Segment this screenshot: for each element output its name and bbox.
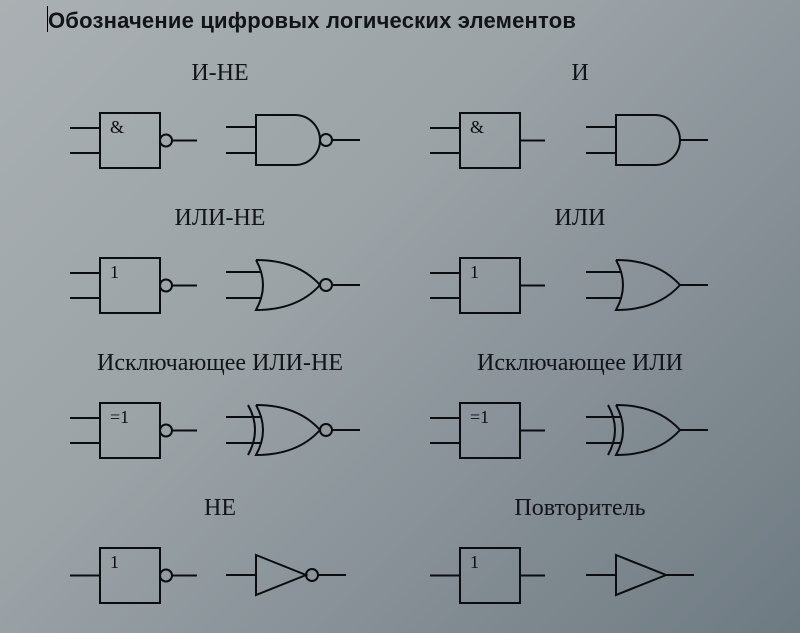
svg-text:1: 1: [470, 262, 479, 282]
svg-text:&: &: [110, 117, 124, 137]
iec-symbol: 1: [70, 548, 197, 603]
svg-text:1: 1: [470, 552, 479, 572]
iec-symbol: 1: [70, 258, 197, 313]
svg-text:=1: =1: [110, 407, 129, 427]
iec-symbol: 1: [430, 258, 545, 313]
gate-symbols: 1: [420, 528, 740, 618]
gate-symbols: &: [420, 93, 740, 183]
gate-label: Исключающее ИЛИ-НЕ: [97, 350, 343, 377]
gate-symbols: 1: [60, 528, 380, 618]
gate-nor: ИЛИ-НЕ 1: [48, 205, 392, 328]
gate-label: И-НЕ: [191, 60, 248, 87]
gate-label: Исключающее ИЛИ: [477, 350, 683, 377]
svg-text:&: &: [470, 117, 484, 137]
iec-symbol: &: [70, 113, 197, 168]
gate-xor: Исключающее ИЛИ =1: [408, 350, 752, 473]
iec-symbol: =1: [70, 403, 197, 458]
gate-symbols: =1: [60, 383, 380, 473]
gate-symbols: 1: [60, 238, 380, 328]
gate-and: И&: [408, 60, 752, 183]
ansi-symbol: [586, 115, 708, 165]
ansi-symbol: [586, 555, 694, 595]
iec-symbol: =1: [430, 403, 545, 458]
ansi-symbol: [586, 405, 708, 455]
gate-buf: Повторитель 1: [408, 495, 752, 618]
gate-label: ИЛИ: [555, 205, 606, 232]
iec-symbol: &: [430, 113, 545, 168]
iec-symbol: 1: [430, 548, 545, 603]
ansi-symbol: [226, 260, 360, 310]
gate-xnor: Исключающее ИЛИ-НЕ =1: [48, 350, 392, 473]
svg-text:=1: =1: [470, 407, 489, 427]
gate-not: НЕ 1: [48, 495, 392, 618]
gate-symbols: &: [60, 93, 380, 183]
gate-label: Повторитель: [514, 495, 645, 522]
gate-nand: И-НЕ &: [48, 60, 392, 183]
gate-symbols: =1: [420, 383, 740, 473]
ansi-symbol: [226, 555, 346, 595]
gate-label: НЕ: [204, 495, 236, 522]
svg-text:1: 1: [110, 262, 119, 282]
ansi-symbol: [586, 260, 708, 310]
gate-or: ИЛИ 1: [408, 205, 752, 328]
ansi-symbol: [226, 405, 360, 455]
gate-label: ИЛИ-НЕ: [175, 205, 266, 232]
page-title: Обозначение цифровых логических элементо…: [48, 8, 576, 34]
ansi-symbol: [226, 115, 360, 165]
svg-text:1: 1: [110, 552, 119, 572]
gate-symbols: 1: [420, 238, 740, 328]
gate-grid: И-НЕ&И&ИЛИ-НЕ1ИЛИ1Исключающее ИЛИ-НЕ=1Ис…: [48, 60, 752, 618]
gate-label: И: [571, 60, 588, 87]
